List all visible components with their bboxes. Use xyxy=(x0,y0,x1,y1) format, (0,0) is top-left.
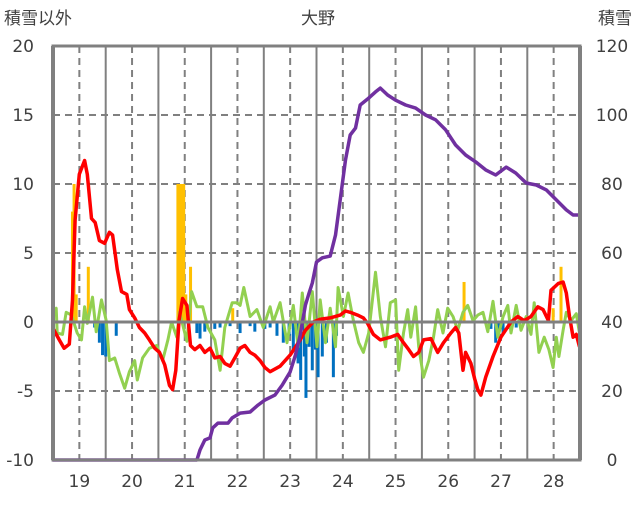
blue-bar xyxy=(253,322,257,332)
orange-bar xyxy=(182,184,186,322)
blue-bar xyxy=(316,322,320,378)
blue-bar xyxy=(304,322,308,398)
blue-bar xyxy=(320,322,324,357)
orange-bar xyxy=(74,294,78,322)
y-left-tick-label: -5 xyxy=(17,382,34,402)
blue-bar xyxy=(310,322,314,371)
x-tick-label: 19 xyxy=(69,472,91,492)
orange-bar xyxy=(180,184,184,322)
left-axis-title: 積雪以外 xyxy=(4,9,72,29)
blue-bar xyxy=(302,322,306,357)
orange-bar xyxy=(176,184,180,322)
y-right-tick-label: 0 xyxy=(607,451,618,471)
x-tick-label: 22 xyxy=(227,472,249,492)
orange-bar xyxy=(551,308,555,322)
purple-line xyxy=(52,86,580,462)
y-left-tick-label: 20 xyxy=(12,37,34,57)
x-tick-label: 21 xyxy=(174,472,196,492)
blue-bar xyxy=(291,322,295,350)
blue-bar xyxy=(281,322,285,343)
blue-bar xyxy=(228,322,232,327)
blue-bar xyxy=(97,322,101,343)
red-line xyxy=(50,158,582,397)
blue-bar xyxy=(331,322,335,378)
y-left-tick-label: 5 xyxy=(23,244,34,264)
x-tick-label: 25 xyxy=(385,472,407,492)
x-tick-label: 28 xyxy=(543,472,565,492)
y-right-tick-label: 20 xyxy=(601,382,623,402)
y-right-tick-label: 120 xyxy=(596,37,628,57)
blue-bar xyxy=(195,322,199,334)
orange-bar xyxy=(462,281,466,322)
orange-bar xyxy=(178,184,182,322)
blue-bar xyxy=(213,322,217,329)
blue-bar xyxy=(104,322,108,357)
chart-title: 大野 xyxy=(301,9,335,29)
y-left-tick-label: 0 xyxy=(23,313,34,333)
x-tick-label: 23 xyxy=(279,472,301,492)
blue-bar xyxy=(101,322,105,356)
y-right-tick-label: 60 xyxy=(601,244,623,264)
blue-bar xyxy=(268,322,272,328)
x-tick-label: 24 xyxy=(332,472,354,492)
grid xyxy=(53,46,580,460)
y-right-tick-label: 100 xyxy=(596,106,628,126)
x-tick-label: 27 xyxy=(490,472,512,492)
blue-bar xyxy=(238,322,242,334)
blue-bar xyxy=(501,322,505,334)
blue-bar xyxy=(203,322,207,332)
orange-bar xyxy=(231,308,235,322)
y-right-tick-label: 80 xyxy=(601,175,623,195)
orange-bar xyxy=(86,266,90,322)
x-tick-label: 26 xyxy=(437,472,459,492)
blue-bar xyxy=(198,322,202,339)
orange-bar xyxy=(559,266,563,322)
y-left-tick-label: -10 xyxy=(6,451,34,471)
blue-bar xyxy=(275,322,279,336)
y-left-tick-label: 10 xyxy=(12,175,34,195)
plot-frame xyxy=(51,44,582,462)
blue-bar xyxy=(114,322,118,336)
tick-labels: 20 15 10 5 0 -5 -10 120 100 80 60 40 20 0 19 20 21 22 23 24… xyxy=(6,37,628,492)
x-tick-label: 20 xyxy=(121,472,143,492)
blue-bar xyxy=(299,322,303,380)
blue-bar xyxy=(514,322,518,328)
right-axis-title: 積雪 xyxy=(598,9,632,29)
y-left-tick-label: 15 xyxy=(12,106,34,126)
y-right-tick-label: 40 xyxy=(601,313,623,333)
blue-bar xyxy=(248,322,252,327)
blue-bar xyxy=(489,322,493,329)
blue-bar xyxy=(218,322,222,328)
